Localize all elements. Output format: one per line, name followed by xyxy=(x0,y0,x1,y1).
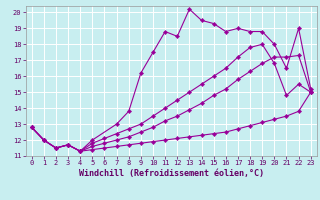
X-axis label: Windchill (Refroidissement éolien,°C): Windchill (Refroidissement éolien,°C) xyxy=(79,169,264,178)
